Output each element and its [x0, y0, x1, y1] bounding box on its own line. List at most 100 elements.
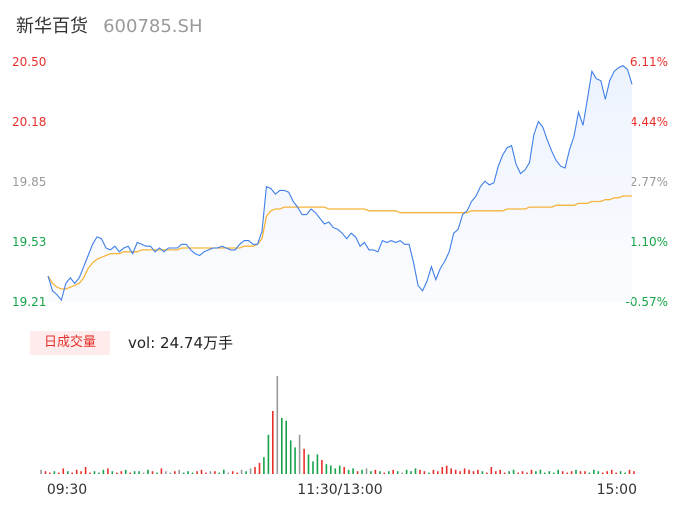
- volume-bar: [58, 472, 60, 474]
- stock-name: 新华百货: [16, 16, 88, 37]
- stock-header: 新华百货 600785.SH: [16, 12, 203, 38]
- volume-bar: [236, 472, 238, 474]
- volume-bar: [111, 471, 114, 474]
- price-tick-label: 19.21: [12, 295, 46, 309]
- volume-bar: [80, 471, 82, 474]
- volume-bar: [245, 471, 247, 474]
- volume-bar: [419, 469, 421, 474]
- price-tick-label: 20.18: [12, 115, 46, 129]
- volume-bar: [294, 447, 296, 474]
- volume-bar: [174, 471, 176, 474]
- volume-bar: [588, 472, 591, 474]
- price-line: [47, 65, 633, 302]
- volume-bar: [62, 468, 65, 474]
- volume-bar: [481, 471, 484, 474]
- volume-bar: [392, 469, 394, 474]
- volume-bar: [330, 465, 332, 474]
- volume-bar: [361, 469, 363, 474]
- volume-bar: [307, 454, 310, 474]
- volume-bar: [463, 468, 466, 474]
- volume-bar: [405, 469, 408, 474]
- volume-bar: [272, 411, 274, 474]
- volume-bar: [486, 472, 488, 474]
- volume-bar: [93, 471, 96, 474]
- price-tick-label: 20.50: [12, 55, 46, 69]
- volume-bar: [454, 469, 457, 474]
- volume-bar: [401, 472, 403, 474]
- percent-tick-label: 1.10%: [630, 235, 668, 249]
- volume-bar: [575, 469, 577, 474]
- daily-volume-tab[interactable]: 日成交量: [30, 331, 110, 355]
- volume-bar: [343, 467, 345, 474]
- volume-bar: [544, 472, 546, 474]
- volume-bar: [196, 471, 198, 474]
- volume-bar: [223, 469, 225, 474]
- price-tick-label: 19.85: [12, 175, 46, 189]
- left-axis-labels: 20.50 20.18 19.85 19.53 19.21: [12, 55, 46, 309]
- volume-bar: [526, 472, 528, 474]
- volume-bar: [285, 420, 287, 474]
- volume-bar: [428, 472, 430, 474]
- volume-bar: [316, 454, 319, 474]
- volume-bar: [508, 471, 510, 474]
- volume-bar: [521, 471, 524, 474]
- volume-bar: [334, 468, 337, 474]
- volume-bar: [628, 469, 631, 474]
- volume-bar: [49, 472, 51, 474]
- volume-bar: [593, 469, 595, 474]
- volume-bar: [352, 468, 354, 474]
- time-tick-label: 09:30: [47, 482, 87, 498]
- volume-bar: [116, 472, 118, 474]
- volume-bar: [227, 472, 230, 474]
- volume-bar: [365, 468, 368, 474]
- volume-bar: [218, 472, 221, 474]
- volume-bar: [566, 472, 568, 474]
- volume-readout: vol: 24.74万手: [128, 332, 233, 353]
- volume-bar: [169, 472, 172, 474]
- volume-bar: [610, 469, 613, 474]
- volume-bar: [281, 418, 283, 474]
- volume-bar: [187, 471, 189, 474]
- percent-tick-label: 2.77%: [630, 175, 668, 189]
- volume-bar: [267, 434, 270, 474]
- volume-bar: [490, 467, 493, 474]
- volume-bar: [383, 472, 386, 474]
- volume-bar: [374, 469, 377, 474]
- volume-bar: [200, 469, 203, 474]
- volume-bar: [338, 465, 341, 474]
- volume-bar: [156, 472, 158, 474]
- volume-bar: [557, 469, 559, 474]
- volume-bar: [312, 461, 314, 474]
- volume-bar: [615, 472, 617, 474]
- volume-bar: [129, 472, 131, 474]
- volume-bar: [503, 472, 506, 474]
- volume-bar: [298, 434, 301, 474]
- volume-bar: [263, 457, 265, 474]
- volume-bar: [124, 469, 127, 474]
- volume-bar: [133, 471, 136, 474]
- volume-bar: [499, 469, 501, 474]
- volume-bar: [584, 471, 586, 474]
- volume-bar: [142, 472, 145, 474]
- volume-bar: [548, 471, 551, 474]
- volume-bar: [388, 471, 390, 474]
- volume-bar: [619, 471, 622, 474]
- volume-bar: [437, 471, 439, 474]
- volume-bar: [289, 440, 292, 474]
- volume-bar: [276, 376, 279, 474]
- volume-bar: [495, 471, 497, 474]
- stock-code: 600785.SH: [103, 16, 203, 37]
- volume-bar: [570, 471, 573, 474]
- volume-value: 24.74万手: [160, 334, 233, 352]
- volume-bar: [379, 471, 381, 474]
- volume-bar: [606, 471, 608, 474]
- volume-bar: [178, 469, 180, 474]
- volume-bar: [151, 471, 154, 474]
- volume-bar: [633, 471, 635, 474]
- volume-bar: [597, 471, 600, 474]
- price-tick-label: 19.53: [12, 235, 46, 249]
- volume-bar: [254, 467, 256, 474]
- volume-bar: [107, 468, 109, 474]
- volume-bar: [75, 469, 78, 474]
- volume-bar: [579, 471, 582, 474]
